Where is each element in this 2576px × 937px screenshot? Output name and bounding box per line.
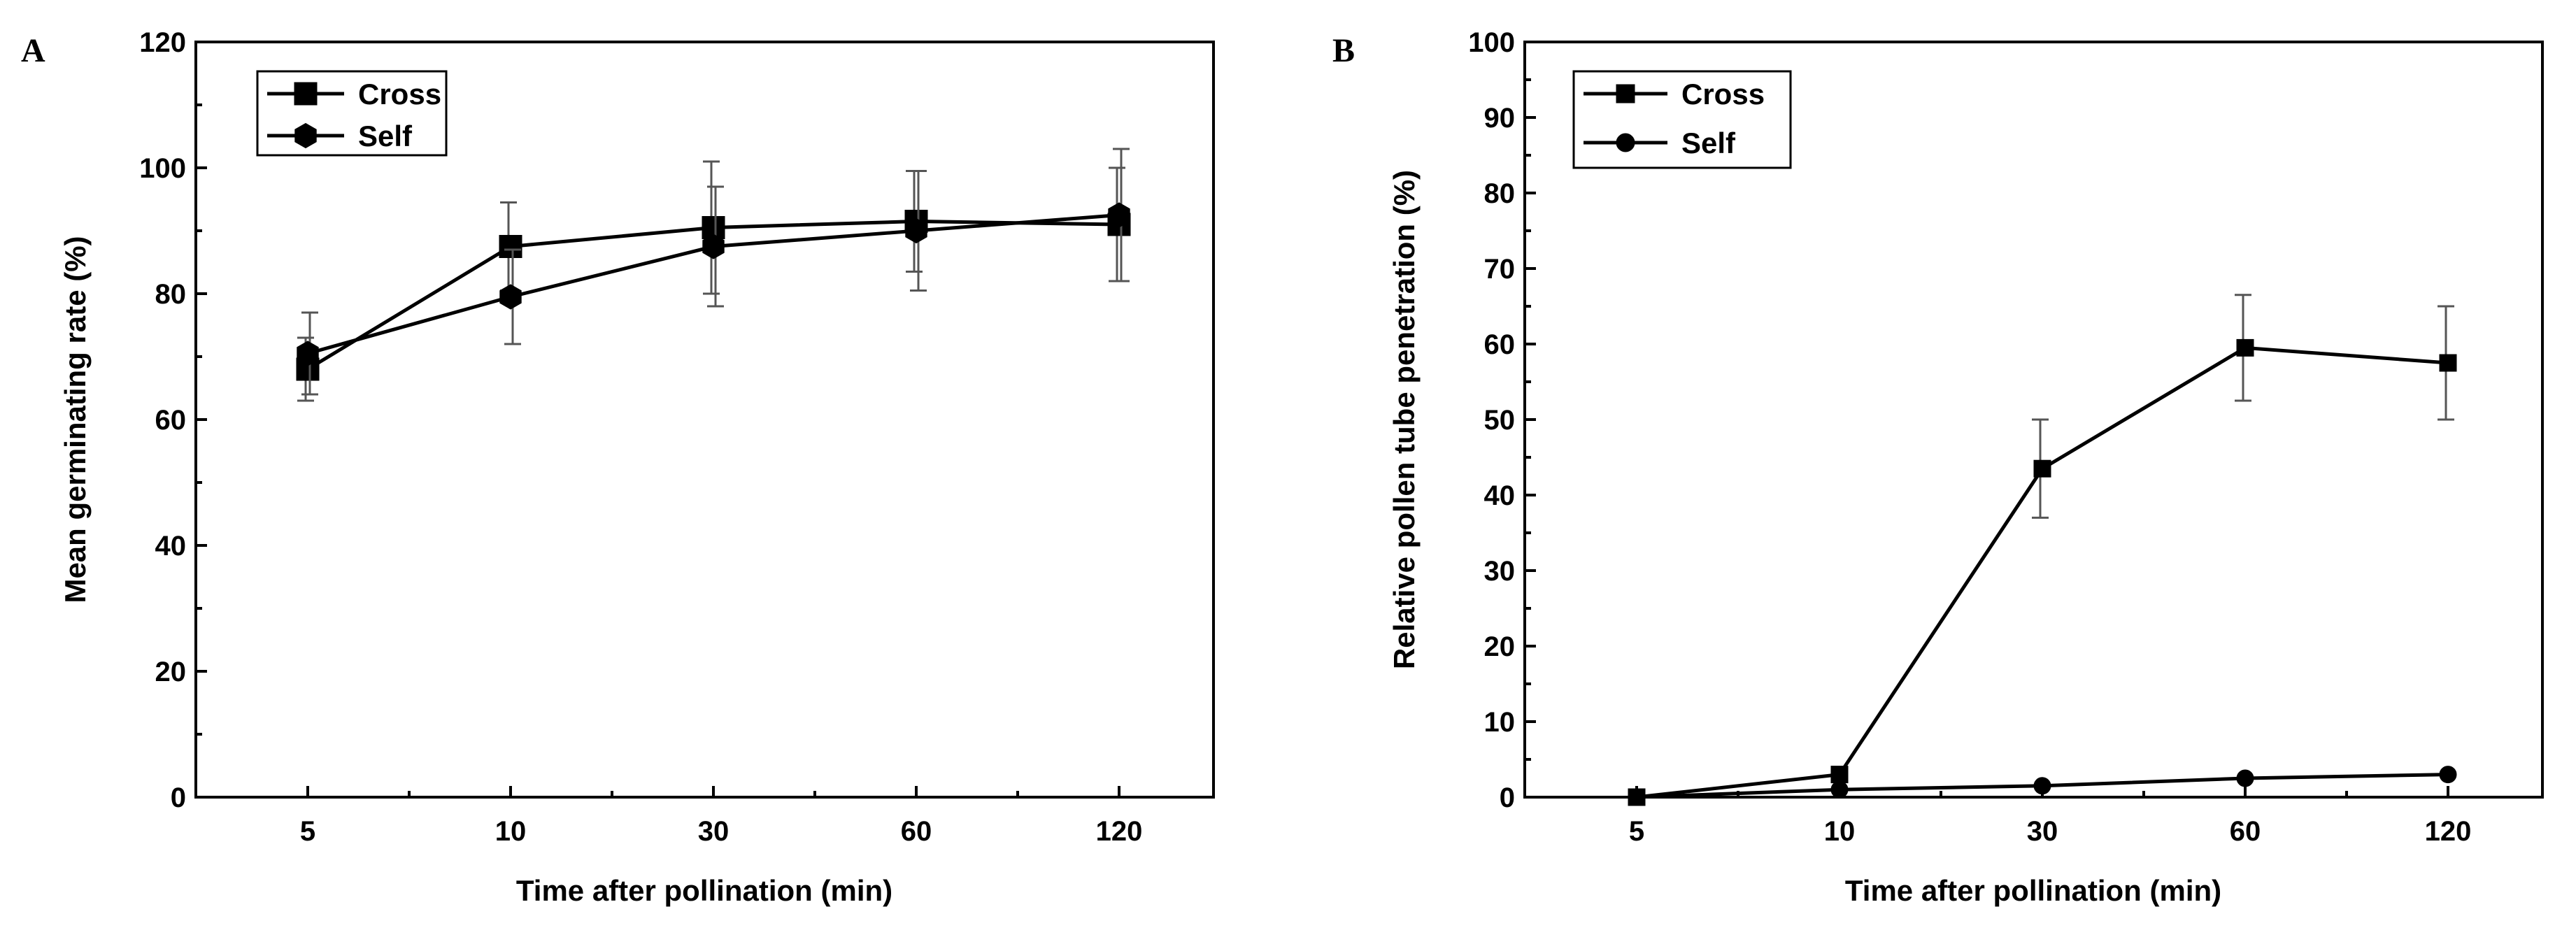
y-tick-label: 20 bbox=[1484, 631, 1516, 662]
y-tick-label: 100 bbox=[1468, 27, 1515, 58]
panel-b-legend-box bbox=[1572, 70, 1792, 169]
panel-b-legend: Cross Self bbox=[1572, 70, 1792, 169]
panel-a-label: A bbox=[21, 32, 45, 69]
y-tick-label: 60 bbox=[1484, 329, 1516, 360]
panel-b-y-axis: 0 10 20 30 40 50 60 70 80 90 100 bbox=[1468, 27, 1536, 813]
y-tick-label: 80 bbox=[155, 279, 187, 310]
panel-b-x-axis: 5 10 30 60 120 bbox=[1629, 786, 2472, 847]
series-self bbox=[297, 148, 1130, 396]
self-point bbox=[2033, 777, 2051, 795]
legend-cross-marker bbox=[294, 82, 318, 106]
y-tick-label: 0 bbox=[1500, 782, 1515, 813]
y-tick-label: 50 bbox=[1484, 405, 1516, 436]
legend-cross-marker bbox=[1616, 84, 1635, 103]
y-tick-label: 30 bbox=[1484, 556, 1516, 587]
y-tick-label: 40 bbox=[155, 531, 187, 562]
self-point bbox=[1108, 202, 1130, 228]
panel-a-y-axis: 0 20 40 60 80 100 120 bbox=[139, 27, 207, 813]
panel-a-y-axis-title: Mean germinating rate (%) bbox=[59, 236, 92, 603]
cross-point bbox=[2033, 459, 2051, 478]
panel-b-x-axis-title: Time after pollination (min) bbox=[1845, 874, 2221, 907]
x-tick-label: 5 bbox=[300, 816, 315, 847]
self-point bbox=[1628, 788, 1646, 806]
cross-point bbox=[1830, 766, 1849, 784]
y-tick-label: 60 bbox=[155, 405, 187, 436]
self-point bbox=[1830, 780, 1849, 799]
panel-a-legend: Cross Self bbox=[256, 70, 448, 157]
panel-b-y-axis-title: Relative pollen tube penetration (%) bbox=[1388, 170, 1421, 669]
panel-a-series bbox=[296, 148, 1131, 402]
y-tick-label: 20 bbox=[155, 657, 187, 687]
x-tick-label: 5 bbox=[1629, 816, 1644, 847]
x-tick-label: 30 bbox=[2027, 816, 2058, 847]
legend-self-label: Self bbox=[1681, 127, 1736, 159]
y-tick-label: 100 bbox=[139, 153, 186, 184]
panel-b-label: B bbox=[1332, 32, 1355, 69]
self-point bbox=[499, 284, 522, 310]
x-tick-label: 120 bbox=[2425, 816, 2472, 847]
legend-cross-label: Cross bbox=[1681, 78, 1765, 110]
x-tick-label: 30 bbox=[698, 816, 730, 847]
legend-self-marker bbox=[1616, 133, 1635, 152]
panel-a-x-axis-title: Time after pollination (min) bbox=[516, 874, 892, 907]
self-point bbox=[2439, 766, 2457, 784]
x-tick-label: 10 bbox=[1824, 816, 1856, 847]
cross-point bbox=[2236, 338, 2254, 357]
x-tick-label: 60 bbox=[2230, 816, 2261, 847]
self-point bbox=[2236, 769, 2254, 787]
y-tick-label: 10 bbox=[1484, 707, 1516, 738]
x-tick-label: 120 bbox=[1096, 816, 1143, 847]
cross-point bbox=[499, 235, 522, 258]
panel-b-series bbox=[1628, 294, 2457, 806]
x-tick-label: 60 bbox=[901, 816, 932, 847]
series-self bbox=[1628, 766, 2457, 806]
series-cross bbox=[1628, 294, 2457, 806]
y-tick-label: 80 bbox=[1484, 178, 1516, 209]
legend-cross-label: Cross bbox=[358, 78, 441, 110]
legend-self-marker bbox=[294, 122, 317, 149]
y-tick-label: 40 bbox=[1484, 480, 1516, 511]
panel-a-chart: A 0 20 40 60 80 100 120 5 10 30 60 120 Mean germin… bbox=[21, 27, 1215, 907]
cross-point bbox=[2439, 354, 2457, 372]
cross-line bbox=[1636, 345, 2449, 799]
self-point bbox=[702, 234, 725, 259]
panel-a-x-axis: 5 10 30 60 120 bbox=[300, 786, 1143, 847]
self-point bbox=[905, 217, 927, 244]
x-tick-label: 10 bbox=[495, 816, 527, 847]
panel-b-chart: B 0 10 20 30 40 50 60 70 80 90 100 5 10 30 60 120 Rela… bbox=[1332, 27, 2544, 907]
y-tick-label: 90 bbox=[1484, 103, 1516, 134]
legend-self-label: Self bbox=[358, 120, 413, 152]
series-cross bbox=[296, 160, 1131, 402]
y-tick-label: 70 bbox=[1484, 254, 1516, 285]
y-tick-label: 0 bbox=[171, 782, 186, 813]
self-point bbox=[297, 341, 319, 366]
panel-a-legend-box bbox=[256, 70, 448, 157]
y-tick-label: 120 bbox=[139, 27, 186, 58]
